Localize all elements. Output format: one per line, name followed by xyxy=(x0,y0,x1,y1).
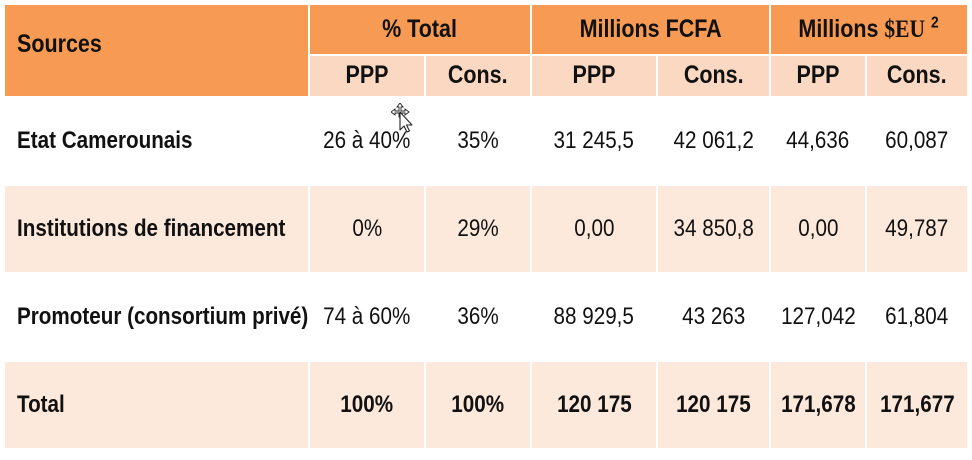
cell-pct-cons: 29% xyxy=(423,184,533,274)
total-fcfa-cons: 120 175 xyxy=(656,360,772,450)
cell-pct-cons: 35% xyxy=(423,96,533,186)
total-seu-ppp: 171,678 xyxy=(769,360,868,450)
header-group-percent-total: % Total xyxy=(307,3,533,56)
header-row-subcolumns: PPP Cons. PPP Cons. PPP Cons. xyxy=(4,54,970,98)
row-label: Etat Camerounais xyxy=(3,96,310,186)
move-cursor-icon xyxy=(391,103,413,133)
subheader-fcfa-ppp: PPP xyxy=(530,54,659,98)
cell-seu-ppp: 127,042 xyxy=(769,272,868,362)
table-row: Promoteur (consortium privé) 74 à 60% 36… xyxy=(3,272,970,362)
cell-fcfa-cons: 43 263 xyxy=(656,272,772,362)
cell-fcfa-cons: 42 061,2 xyxy=(656,96,772,186)
total-pct-ppp: 100% xyxy=(308,360,426,450)
table-row: Etat Camerounais 26 à 40% 35% 31 245,5 4… xyxy=(3,96,970,186)
table-row: Institutions de financement 0% 29% 0,00 … xyxy=(3,184,970,274)
subheader-seu-cons: Cons. xyxy=(865,54,970,98)
total-fcfa-ppp: 120 175 xyxy=(530,360,659,450)
total-label: Total xyxy=(3,360,310,450)
cell-pct-cons: 36% xyxy=(423,272,533,362)
cell-seu-ppp: 44,636 xyxy=(769,96,868,186)
cell-fcfa-ppp: 88 929,5 xyxy=(530,272,659,362)
cell-seu-ppp: 0,00 xyxy=(769,184,868,274)
footnote-marker: 2 xyxy=(931,14,940,32)
cell-pct-ppp: 0% xyxy=(308,184,426,274)
total-pct-cons: 100% xyxy=(423,360,533,450)
cell-seu-cons: 61,804 xyxy=(865,272,970,362)
total-seu-cons: 171,677 xyxy=(865,360,970,450)
row-label: Promoteur (consortium privé) xyxy=(3,272,310,362)
cell-seu-cons: 49,787 xyxy=(865,184,970,274)
cell-pct-ppp: 74 à 60% xyxy=(308,272,426,362)
header-group-millions-fcfa: Millions FCFA xyxy=(530,3,772,56)
table-total-row: Total 100% 100% 120 175 120 175 171,678 … xyxy=(3,360,970,450)
subheader-seu-ppp: PPP xyxy=(769,54,868,98)
row-label: Institutions de financement xyxy=(3,184,310,274)
cell-fcfa-ppp: 31 245,5 xyxy=(530,96,659,186)
cell-seu-cons: 60,087 xyxy=(865,96,970,186)
subheader-pct-ppp: PPP xyxy=(308,54,426,98)
cell-fcfa-ppp: 0,00 xyxy=(530,184,659,274)
header-row-groups: Sources % Total Millions FCFA Millions $… xyxy=(3,3,970,98)
subheader-fcfa-cons: Cons. xyxy=(656,54,772,98)
cell-fcfa-cons: 34 850,8 xyxy=(656,184,772,274)
header-group-millions-seu: Millions $EU 2 xyxy=(769,3,970,56)
header-sources-label: Sources xyxy=(17,29,102,58)
funding-sources-table: Sources % Total Millions FCFA Millions $… xyxy=(3,3,970,450)
header-sources: Sources xyxy=(3,3,310,98)
subheader-pct-cons: Cons. xyxy=(423,54,533,98)
